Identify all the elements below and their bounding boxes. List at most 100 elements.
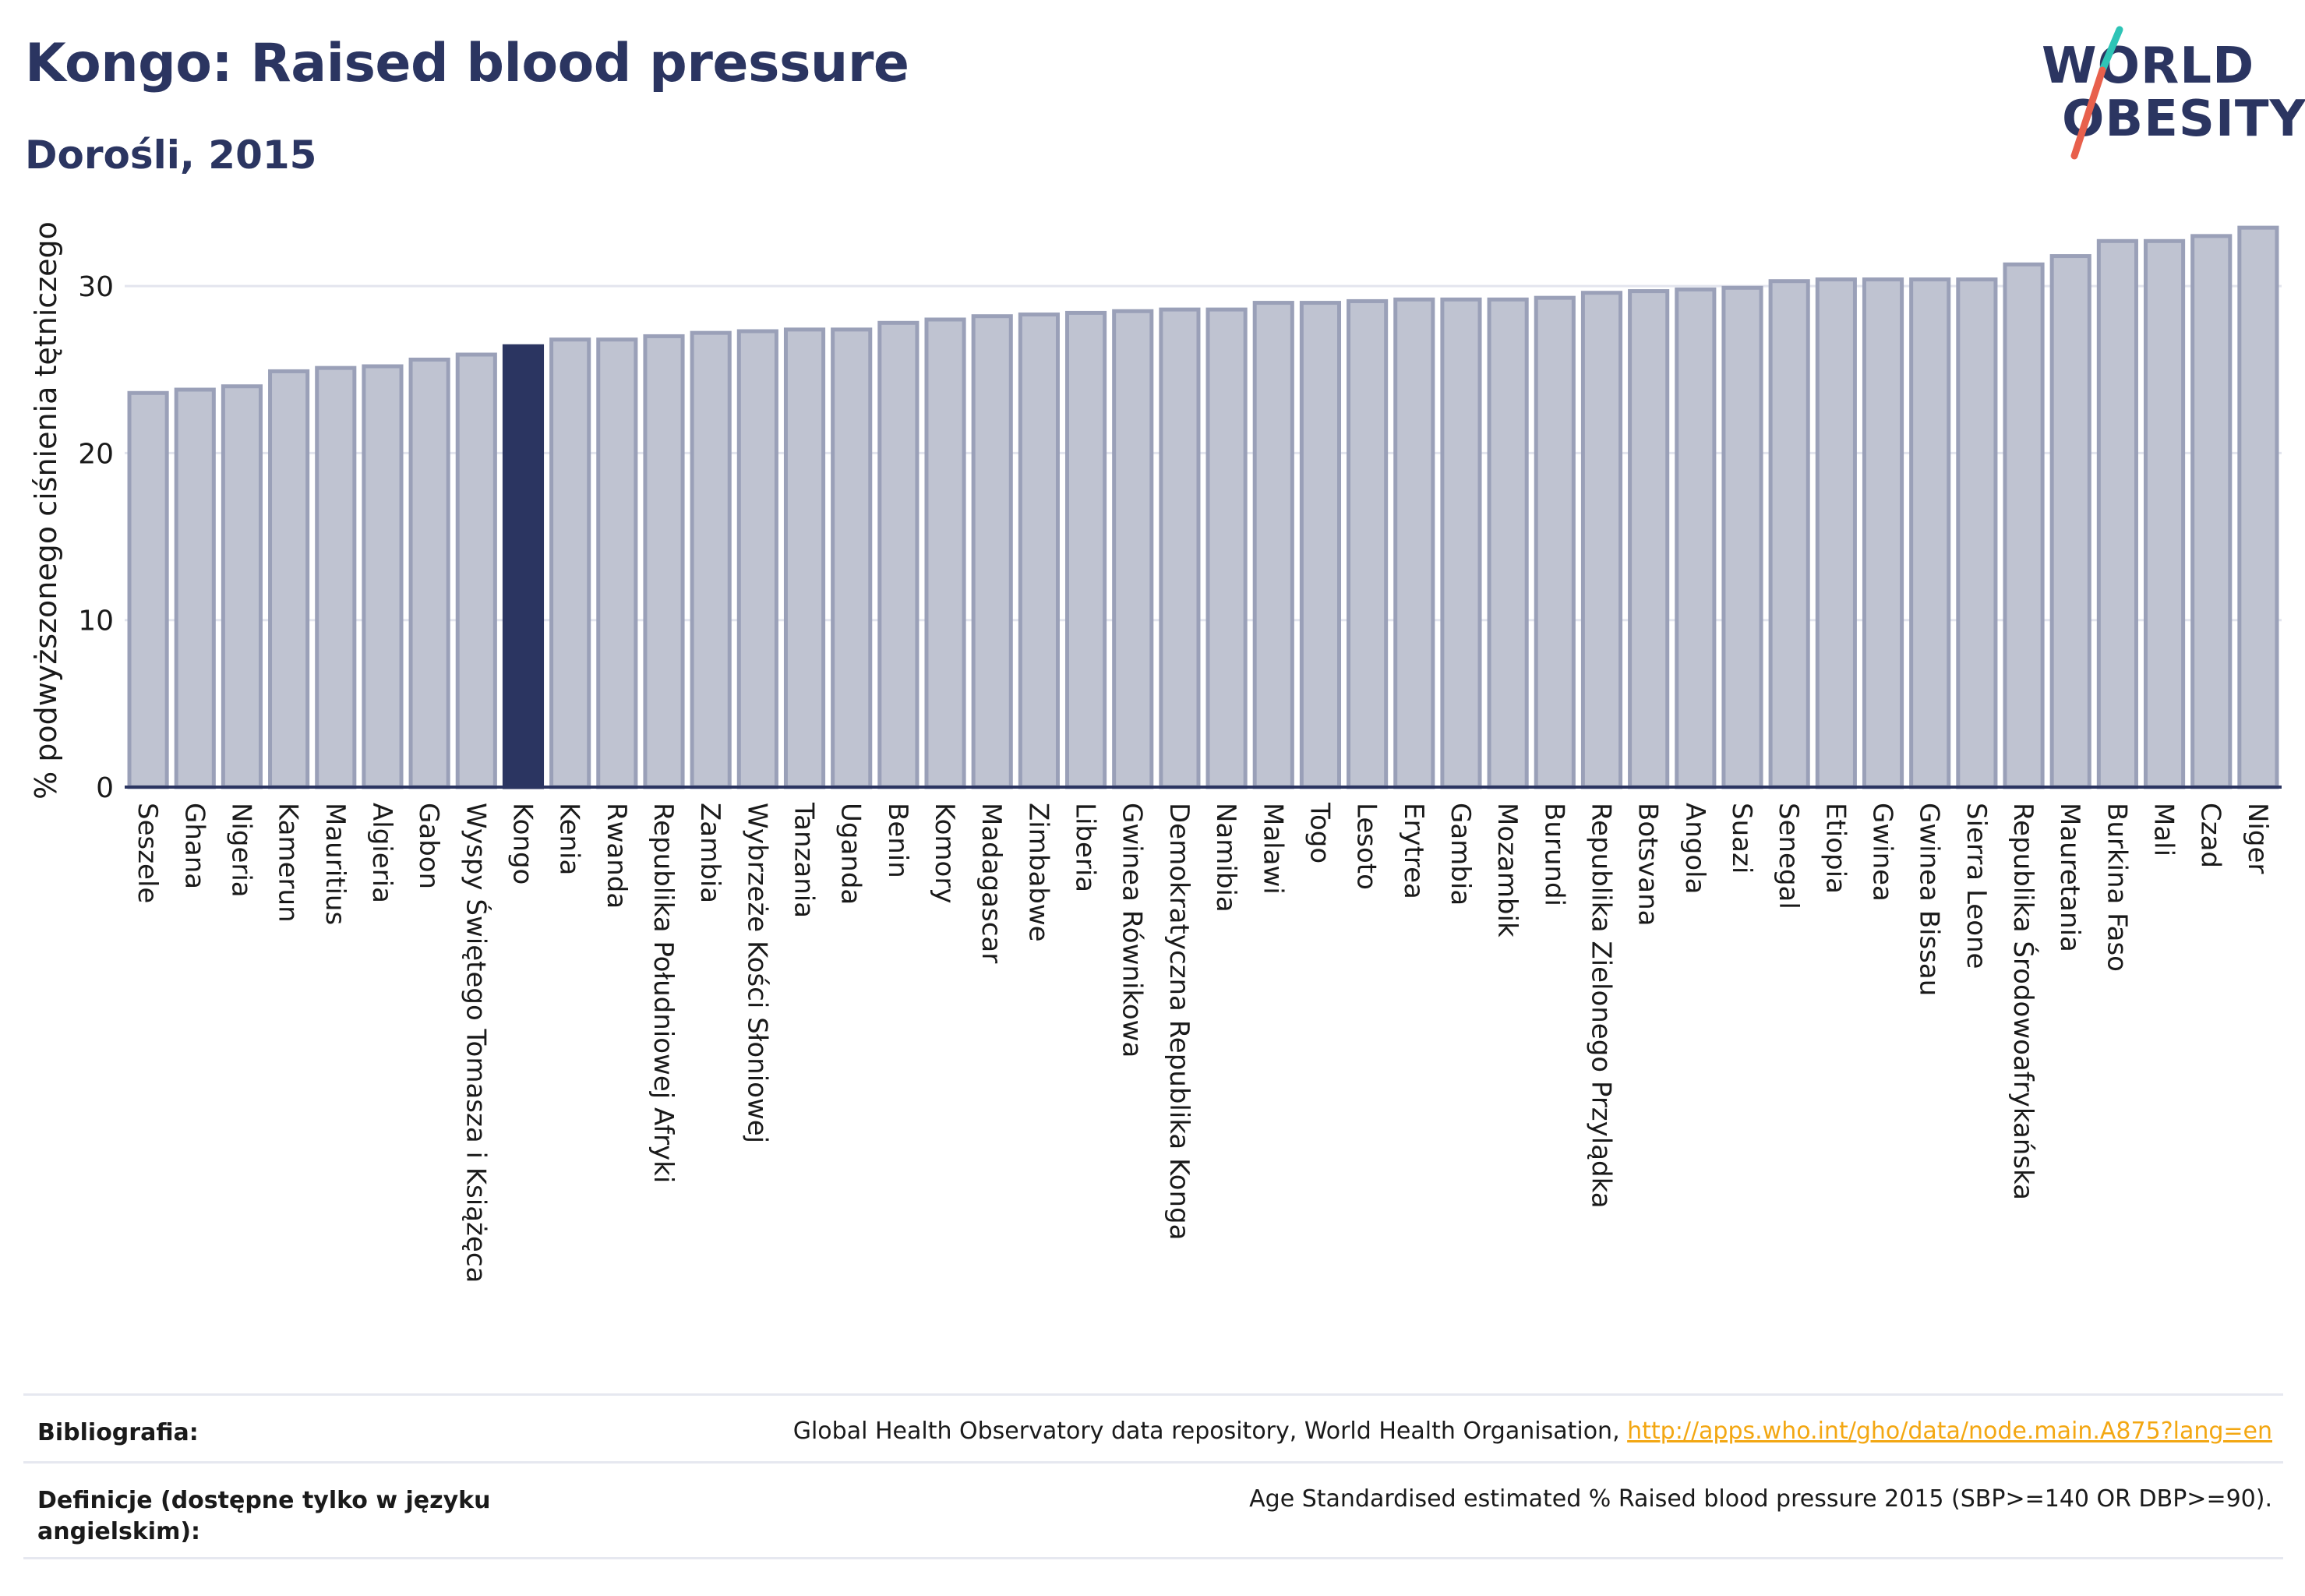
bar	[736, 329, 778, 789]
x-tick-label: Burundi	[1538, 803, 1569, 906]
bar	[2237, 225, 2279, 789]
bar	[1721, 285, 1763, 789]
bar	[1393, 297, 1435, 789]
logo-word-world: WORLD	[2042, 37, 2255, 95]
x-tick-label: Niger	[2242, 803, 2273, 874]
logo-word-obesity: OBESITY	[2062, 90, 2305, 148]
bar	[2143, 238, 2186, 789]
x-tick-label: Etiopia	[1820, 803, 1851, 894]
bar	[1909, 277, 1951, 789]
bar	[1768, 279, 1810, 789]
chart-subtitle: Dorośli, 2015	[25, 132, 317, 178]
bar	[1205, 307, 1248, 789]
y-tick-label: 30	[78, 271, 114, 303]
bar	[1675, 287, 1717, 789]
bar	[1159, 307, 1201, 789]
x-tick-label: Liberia	[1070, 803, 1101, 892]
x-tick-label: Seszele	[132, 803, 163, 903]
x-tick-label: Gwinea	[1867, 803, 1898, 902]
bar	[1487, 297, 1529, 789]
bar	[455, 352, 497, 789]
bar	[408, 357, 450, 789]
x-tick-label: Mozambik	[1491, 803, 1523, 937]
bar	[783, 327, 826, 789]
bar	[643, 334, 685, 789]
x-tick-label: Angola	[1679, 803, 1710, 894]
footer: Bibliografia: Global Health Observatory …	[23, 1393, 2283, 1559]
x-tick-label: Kenia	[554, 803, 585, 875]
bar	[1299, 301, 1342, 789]
x-tick-label: Gwinea Równikowa	[1117, 803, 1148, 1058]
x-tick-label: Uganda	[835, 803, 867, 905]
bar	[1862, 277, 1904, 789]
bar	[549, 337, 591, 789]
x-tick-label: Namibia	[1210, 803, 1241, 913]
bar	[2049, 254, 2091, 789]
bar	[268, 369, 310, 789]
x-tick-label: Malawi	[1257, 803, 1288, 895]
x-tick-label: Madagascar	[976, 803, 1007, 963]
x-tick-label: Komory	[929, 803, 960, 903]
bar	[221, 384, 263, 789]
x-tick-label: Nigeria	[225, 803, 256, 898]
chart-title: Kongo: Raised blood pressure	[25, 33, 909, 94]
x-tick-labels: Seszele Ghana Nigeria Kamerun Mauritius Algie…	[132, 802, 2273, 1283]
bar	[174, 387, 216, 789]
x-tick-label: Ghana	[178, 803, 210, 889]
x-tick-label: Wyspy Świętego Tomasza i Książęca	[460, 803, 492, 1283]
bar	[831, 327, 873, 789]
bar	[1815, 277, 1857, 789]
bar	[1252, 301, 1294, 789]
bibliography-link[interactable]: http://apps.who.int/gho/data/node.main.A…	[1627, 1418, 2272, 1445]
x-tick-label: Republika Południowej Afryki	[648, 803, 679, 1183]
bibliography-value: Global Health Observatory data repositor…	[793, 1418, 2272, 1445]
bar	[924, 317, 966, 789]
x-tick-label: Demokratyczna Republika Konga	[1163, 803, 1195, 1240]
x-tick-label: Zambia	[694, 803, 725, 903]
x-tick-label: Mauretania	[2054, 803, 2085, 952]
bar	[877, 320, 920, 789]
bar	[2003, 262, 2045, 789]
x-tick-label: Kongo	[507, 803, 538, 885]
definition-row: Definicje (dostępne tylko w języku angie…	[23, 1461, 2283, 1559]
bar	[1018, 312, 1060, 789]
bar	[971, 314, 1013, 789]
x-tick-label: Senegal	[1773, 803, 1804, 909]
bibliography-row: Bibliografia: Global Health Observatory …	[23, 1393, 2283, 1461]
x-tick-label: Republika Zielonego Przylądka	[1585, 803, 1616, 1209]
bar	[1112, 309, 1154, 789]
x-tick-label: Gambia	[1445, 803, 1476, 906]
x-tick-label: Tanzania	[789, 802, 820, 918]
bars	[127, 225, 2279, 789]
x-tick-label: Burkina Faso	[2101, 803, 2132, 972]
bar	[2096, 238, 2138, 789]
bar-highlighted	[502, 344, 545, 789]
x-tick-label: Lesoto	[1351, 803, 1382, 890]
bar	[362, 364, 404, 789]
bibliography-label: Bibliografia:	[37, 1419, 199, 1446]
bar	[2190, 234, 2233, 789]
bar	[1440, 297, 1482, 789]
x-tick-label: Suazi	[1726, 803, 1757, 874]
x-tick-label: Czad	[2195, 803, 2226, 868]
bar	[690, 330, 732, 789]
bar	[596, 337, 638, 789]
x-tick-label: Sierra Leone	[1961, 803, 1992, 969]
y-axis-label: % podwyższonego ciśnienia tętniczego	[29, 221, 63, 800]
x-tick-label: Wybrzeże Kości Słoniowej	[741, 803, 772, 1143]
x-tick-label: Botsvana	[1633, 803, 1664, 927]
x-tick-label: Republika Środowoafrykańska	[2007, 803, 2039, 1200]
bar	[1628, 289, 1670, 789]
x-tick-label: Rwanda	[601, 803, 632, 909]
y-tick-label: 20	[78, 438, 114, 470]
x-tick-label: Benin	[882, 803, 913, 878]
bar	[1347, 298, 1389, 789]
bar	[315, 365, 357, 789]
definition-value: Age Standardised estimated % Raised bloo…	[1249, 1485, 2272, 1513]
bar	[1580, 291, 1623, 789]
bar	[1956, 277, 1998, 789]
x-tick-label: Mali	[2148, 803, 2180, 856]
x-tick-label: Kamerun	[273, 803, 304, 923]
bar	[1064, 310, 1107, 789]
x-tick-label: Algieria	[366, 803, 397, 903]
